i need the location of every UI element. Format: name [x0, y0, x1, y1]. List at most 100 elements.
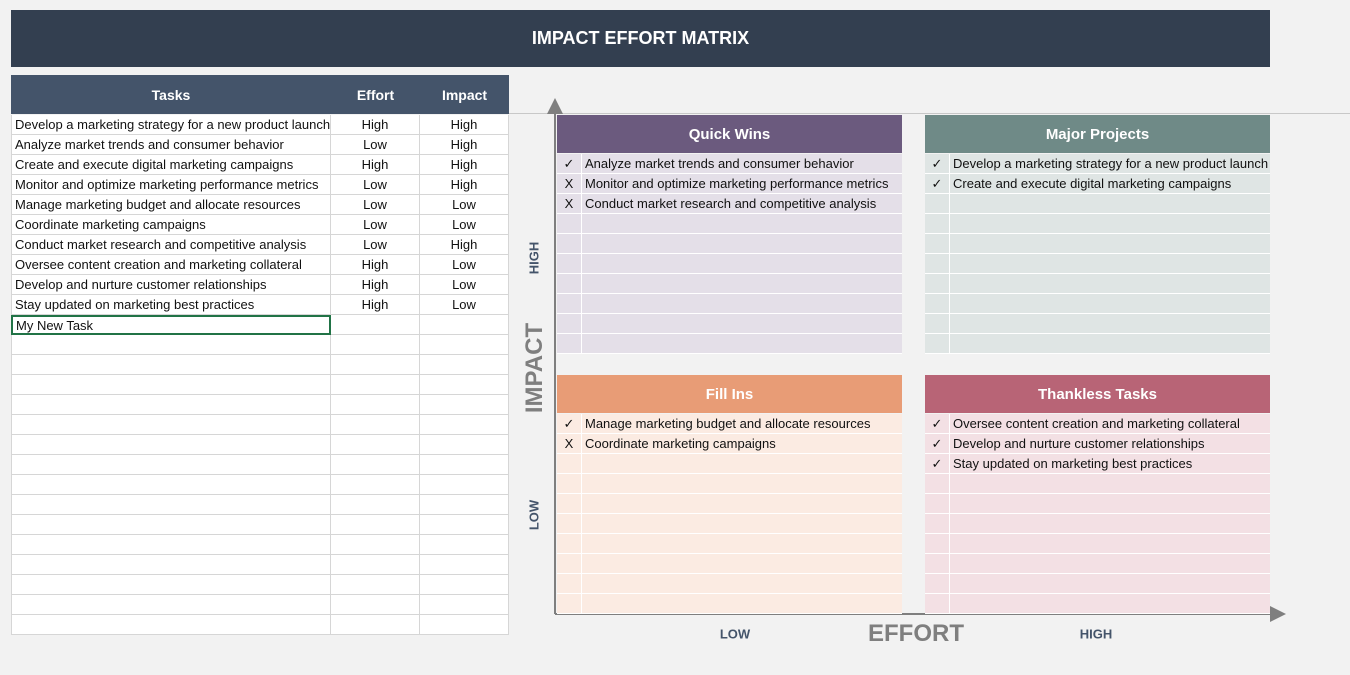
item-text: Develop and nurture customer relationshi…: [950, 434, 1270, 454]
empty-cell: [950, 534, 1270, 554]
empty-cell: [331, 555, 420, 575]
empty-cell: [11, 575, 331, 595]
column-header: Effort: [331, 75, 420, 114]
table-cell: Low: [420, 195, 509, 215]
quadrant-header: Fill Ins: [557, 375, 902, 413]
empty-cell: [925, 514, 950, 534]
empty-cell: [950, 294, 1270, 314]
empty-cell: [582, 474, 902, 494]
empty-cell: [582, 534, 902, 554]
empty-cell: [582, 254, 902, 274]
empty-cell: [420, 435, 509, 455]
item-text: Coordinate marketing campaigns: [582, 434, 902, 454]
table-cell: Develop a marketing strategy for a new p…: [11, 115, 331, 135]
table-cell: High: [331, 155, 420, 175]
empty-cell: [925, 534, 950, 554]
empty-cell: [950, 494, 1270, 514]
empty-cell: [420, 415, 509, 435]
item-mark: X: [557, 434, 582, 454]
empty-cell: [582, 554, 902, 574]
empty-cell: [420, 515, 509, 535]
empty-cell: [557, 234, 582, 254]
empty-cell: [420, 615, 509, 635]
item-mark: ✓: [925, 174, 950, 194]
empty-cell: [11, 415, 331, 435]
empty-cell: [950, 234, 1270, 254]
table-cell: Conduct market research and competitive …: [11, 235, 331, 255]
table-cell: High: [331, 255, 420, 275]
empty-cell: [11, 435, 331, 455]
table-cell: High: [420, 135, 509, 155]
empty-cell: [557, 554, 582, 574]
empty-cell: [11, 355, 331, 375]
empty-cell: [950, 474, 1270, 494]
empty-cell: [11, 375, 331, 395]
item-text: Stay updated on marketing best practices: [950, 454, 1270, 474]
empty-cell: [557, 314, 582, 334]
empty-cell: [557, 294, 582, 314]
empty-cell: [557, 534, 582, 554]
item-mark: ✓: [925, 414, 950, 434]
selected-cell[interactable]: My New Task: [11, 315, 331, 335]
empty-cell: [950, 594, 1270, 614]
empty-cell: [925, 594, 950, 614]
table-cell: Develop and nurture customer relationshi…: [11, 275, 331, 295]
empty-cell: [420, 315, 509, 335]
empty-cell: [420, 535, 509, 555]
title-bar: IMPACT EFFORT MATRIX: [11, 10, 1270, 67]
table-cell: High: [331, 295, 420, 315]
item-text: Conduct market research and competitive …: [582, 194, 902, 214]
empty-cell: [950, 554, 1270, 574]
empty-cell: [331, 435, 420, 455]
table-cell: High: [331, 275, 420, 295]
item-text: Manage marketing budget and allocate res…: [582, 414, 902, 434]
empty-cell: [420, 455, 509, 475]
column-header: Tasks: [11, 75, 331, 114]
empty-cell: [557, 514, 582, 534]
empty-cell: [925, 314, 950, 334]
y-high: HIGH: [526, 241, 542, 275]
table-cell: Low: [331, 175, 420, 195]
item-mark: ✓: [557, 414, 582, 434]
item-mark: X: [557, 194, 582, 214]
empty-cell: [582, 214, 902, 234]
grid-line: [509, 113, 1350, 114]
empty-cell: [11, 335, 331, 355]
item-mark: ✓: [925, 454, 950, 474]
empty-cell: [420, 375, 509, 395]
empty-cell: [582, 274, 902, 294]
quadrant-header: Major Projects: [925, 115, 1270, 153]
empty-cell: [11, 455, 331, 475]
empty-cell: [11, 515, 331, 535]
empty-cell: [950, 214, 1270, 234]
empty-cell: [11, 555, 331, 575]
empty-cell: [950, 194, 1270, 214]
quadrant-header: Thankless Tasks: [925, 375, 1270, 413]
empty-cell: [331, 375, 420, 395]
empty-cell: [925, 574, 950, 594]
table-cell: Low: [331, 195, 420, 215]
item-text: Monitor and optimize marketing performan…: [582, 174, 902, 194]
item-text: Develop a marketing strategy for a new p…: [950, 154, 1270, 174]
table-cell: Low: [420, 275, 509, 295]
empty-cell: [11, 615, 331, 635]
empty-cell: [11, 535, 331, 555]
empty-cell: [925, 494, 950, 514]
empty-cell: [582, 294, 902, 314]
table-cell: High: [420, 115, 509, 135]
empty-cell: [420, 595, 509, 615]
empty-cell: [557, 494, 582, 514]
table-cell: Low: [420, 255, 509, 275]
item-mark: ✓: [925, 434, 950, 454]
empty-cell: [11, 395, 331, 415]
empty-cell: [420, 475, 509, 495]
empty-cell: [582, 494, 902, 514]
empty-cell: [420, 335, 509, 355]
empty-cell: [582, 514, 902, 534]
quadrant-header: Quick Wins: [557, 115, 902, 153]
empty-cell: [11, 495, 331, 515]
empty-cell: [925, 254, 950, 274]
empty-cell: [950, 334, 1270, 354]
